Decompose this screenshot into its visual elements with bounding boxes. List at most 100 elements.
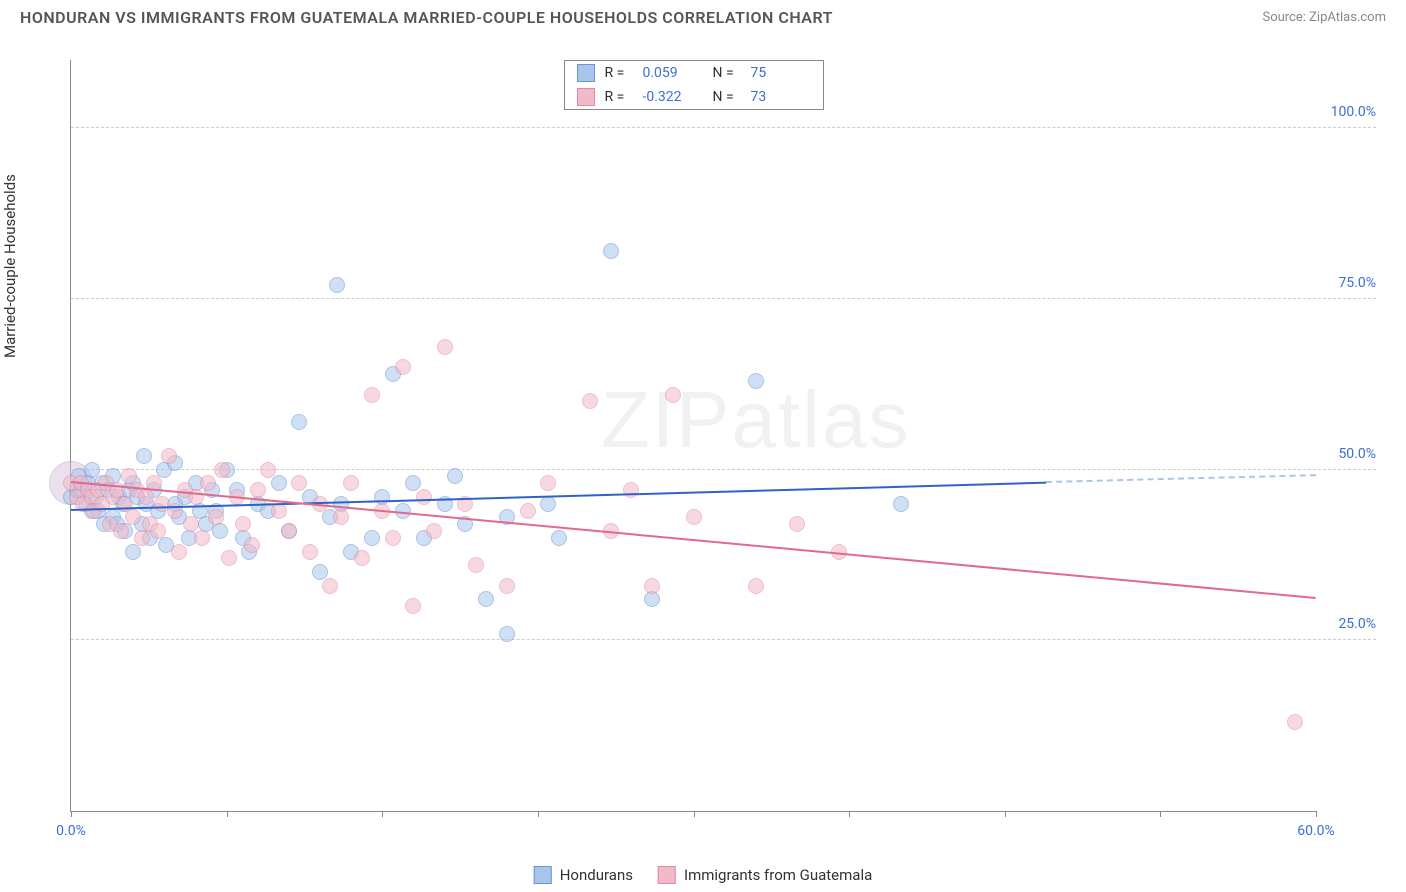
n-value: 73 xyxy=(751,89,811,105)
data-point xyxy=(364,387,380,403)
data-point xyxy=(686,509,702,525)
data-point xyxy=(183,516,199,532)
data-point xyxy=(1287,714,1303,730)
r-label: R = xyxy=(605,89,633,105)
data-point xyxy=(250,482,266,498)
stats-legend: R = 0.059 N = 75 R = -0.322 N = 73 xyxy=(564,60,824,110)
x-tick xyxy=(227,811,228,817)
data-point xyxy=(221,550,237,566)
data-point xyxy=(312,564,328,580)
data-point xyxy=(244,537,260,553)
x-tick xyxy=(382,811,383,817)
data-point xyxy=(291,414,307,430)
x-tick xyxy=(849,811,850,817)
legend-swatch xyxy=(658,866,676,884)
legend-item: Hondurans xyxy=(534,866,633,884)
x-tick-label: 60.0% xyxy=(1297,823,1335,839)
data-point xyxy=(322,578,338,594)
legend-item: Immigrants from Guatemala xyxy=(658,866,872,884)
r-value: -0.322 xyxy=(643,89,703,105)
data-point xyxy=(748,578,764,594)
data-point xyxy=(623,482,639,498)
trend-line-extension xyxy=(1046,474,1316,483)
data-point xyxy=(644,578,660,594)
x-tick xyxy=(538,811,539,817)
data-point xyxy=(200,475,216,491)
data-point xyxy=(291,475,307,491)
gridline xyxy=(71,127,1376,128)
data-point xyxy=(405,598,421,614)
data-point xyxy=(138,489,154,505)
data-point xyxy=(405,475,421,491)
data-point xyxy=(520,503,536,519)
gridline xyxy=(71,639,1376,640)
data-point xyxy=(260,462,276,478)
data-point xyxy=(478,591,494,607)
data-point xyxy=(150,523,166,539)
chart-container: Married-couple Households ZIPatlas R =0.… xyxy=(20,40,1386,842)
data-point xyxy=(468,557,484,573)
r-label: R = xyxy=(605,65,633,81)
data-point xyxy=(208,509,224,525)
y-axis-label: Married-couple Households xyxy=(1,174,19,358)
n-label: N = xyxy=(713,89,741,105)
data-point xyxy=(437,339,453,355)
n-label: N = xyxy=(713,65,741,81)
data-point xyxy=(385,530,401,546)
legend-swatch xyxy=(577,88,595,106)
data-point xyxy=(551,530,567,546)
data-point xyxy=(540,496,556,512)
n-value: 75 xyxy=(751,65,811,81)
data-point xyxy=(540,475,556,491)
series-legend: Hondurans Immigrants from Guatemala xyxy=(534,866,873,884)
y-tick-label: 75.0% xyxy=(1338,275,1376,291)
data-point xyxy=(364,530,380,546)
data-point xyxy=(582,393,598,409)
data-point xyxy=(644,591,660,607)
data-point xyxy=(125,509,141,525)
series-name: Immigrants from Guatemala xyxy=(684,866,872,884)
r-value: 0.059 xyxy=(643,65,703,81)
data-point xyxy=(333,509,349,525)
x-tick xyxy=(1005,811,1006,817)
data-point xyxy=(499,578,515,594)
data-point xyxy=(499,626,515,642)
data-point xyxy=(329,277,345,293)
data-point xyxy=(395,359,411,375)
series-name: Hondurans xyxy=(560,866,633,884)
data-point xyxy=(343,475,359,491)
data-point xyxy=(603,243,619,259)
data-point xyxy=(161,448,177,464)
data-point xyxy=(235,516,251,532)
data-point xyxy=(212,523,228,539)
data-point xyxy=(748,373,764,389)
data-point xyxy=(113,523,129,539)
data-point xyxy=(125,544,141,560)
x-tick xyxy=(1316,811,1317,817)
x-tick-label: 0.0% xyxy=(56,823,86,839)
data-point xyxy=(84,462,100,478)
data-point xyxy=(426,523,442,539)
stats-row: R = -0.322 N = 73 xyxy=(565,85,823,109)
data-point xyxy=(354,550,370,566)
data-point xyxy=(214,462,230,478)
y-tick-label: 25.0% xyxy=(1338,616,1376,632)
data-point xyxy=(136,448,152,464)
y-tick-label: 50.0% xyxy=(1338,446,1376,462)
data-point xyxy=(281,523,297,539)
source-label: Source: ZipAtlas.com xyxy=(1262,10,1386,25)
x-tick xyxy=(1160,811,1161,817)
data-point xyxy=(271,475,287,491)
data-point xyxy=(302,544,318,560)
stats-row: R = 0.059 N = 75 xyxy=(565,61,823,85)
plot-area: ZIPatlas R =0.059N =75R =-0.322N =73 25.… xyxy=(70,60,1316,812)
chart-title: HONDURAN VS IMMIGRANTS FROM GUATEMALA MA… xyxy=(20,8,833,27)
data-point xyxy=(665,387,681,403)
legend-swatch xyxy=(577,64,595,82)
data-point xyxy=(447,468,463,484)
y-tick-label: 100.0% xyxy=(1331,104,1376,120)
data-point xyxy=(194,530,210,546)
data-point xyxy=(789,516,805,532)
data-point xyxy=(134,530,150,546)
x-tick xyxy=(71,811,72,817)
